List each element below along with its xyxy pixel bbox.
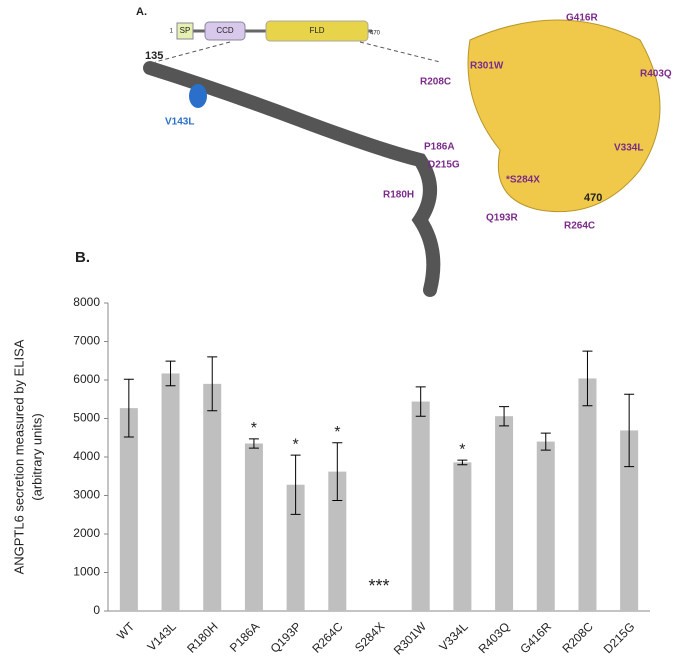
bar: [536, 441, 555, 611]
fld-domain: [265, 20, 369, 42]
bar: [578, 378, 597, 611]
mutation-label: G416R: [566, 13, 598, 24]
bar: [495, 416, 514, 611]
x-tick-label: R264C: [309, 619, 346, 656]
bar: [119, 408, 138, 611]
y-tick-label: 4000: [73, 449, 100, 463]
y-axis-label: ANGPTL6 secretion measured by ELISA: [11, 339, 26, 574]
bar: [411, 401, 430, 611]
mutation-label: Q193R: [486, 213, 518, 224]
error-bar: [332, 442, 343, 502]
mutation-label: R208C: [420, 77, 451, 88]
domain-label: FLD: [309, 26, 324, 35]
y-tick-label: 8000: [73, 295, 100, 309]
helix-start: 135: [145, 50, 163, 62]
panel-a: A. SP CCD FLD 1 470 135 V143L 470: [136, 6, 661, 297]
mutation-label: V143L: [165, 117, 194, 128]
error-bar: [582, 350, 593, 407]
y-tick-label: 6000: [73, 372, 100, 386]
ccd-domain: [204, 21, 246, 41]
x-tick-label: S284X: [352, 619, 387, 654]
domain-label: CCD: [216, 26, 234, 35]
error-bar: [207, 356, 218, 412]
panel-label: A.: [136, 6, 147, 18]
significance: *: [251, 420, 257, 437]
x-tick-label: R403Q: [476, 619, 513, 656]
mutation-label: R301W: [470, 61, 504, 72]
x-tick-label: V334L: [436, 619, 471, 654]
bar: [286, 484, 305, 611]
bar: [453, 462, 472, 611]
mutation-label: R180H: [383, 190, 414, 201]
domain-end: 470: [370, 31, 381, 37]
significance: *: [334, 424, 340, 441]
x-tick-label: Q193P: [268, 619, 304, 655]
y-tick-label: 7000: [73, 334, 100, 348]
domain-label: SP: [180, 26, 191, 35]
structure-end: 470: [584, 192, 602, 204]
error-bar: [290, 454, 301, 515]
dashed-arrow: [154, 41, 231, 63]
error-bar: [624, 393, 635, 468]
x-tick-label: R208C: [560, 619, 597, 656]
x-tick-label: G416R: [517, 619, 554, 656]
significance: *: [459, 441, 465, 458]
mutation-site: [189, 84, 207, 108]
error-bar: [248, 438, 259, 449]
error-bar: [540, 432, 551, 451]
mutation-label: *S284X: [506, 175, 540, 186]
y-tick-label: 3000: [73, 488, 100, 502]
x-tick-label: R180H: [184, 619, 220, 655]
helix: [143, 61, 441, 297]
error-bar: [415, 386, 426, 417]
error-bar: [457, 459, 468, 466]
error-bar: [165, 360, 176, 387]
significance: ***: [368, 576, 389, 596]
bar: [161, 373, 180, 611]
mutation-label: D215G: [428, 160, 460, 171]
error-bar: [499, 406, 510, 427]
bar: [328, 471, 347, 611]
panel-label: B.: [75, 249, 90, 266]
mutation-label: R264C: [564, 221, 595, 232]
error-bar: [123, 378, 134, 438]
mutation-label: V334L: [614, 143, 643, 154]
mutation-label: P186A: [424, 142, 455, 153]
y-tick-label: 1000: [73, 565, 100, 579]
dashed-arrow: [359, 41, 441, 63]
sp-domain: [176, 22, 194, 40]
y-tick-label: 2000: [73, 526, 100, 540]
x-tick-label: D215G: [601, 619, 638, 656]
y-tick-label: 0: [93, 603, 100, 617]
mutation-label: R403Q: [640, 69, 672, 80]
domain-start: 1: [170, 29, 174, 35]
bar: [244, 443, 263, 611]
y-axis-label: (arbitrary units): [29, 413, 44, 500]
significance: *: [292, 436, 298, 453]
x-tick-label: WT: [114, 619, 138, 643]
x-tick-label: R301W: [391, 619, 430, 658]
bar: [620, 430, 639, 611]
x-tick-label: V143L: [144, 619, 179, 654]
bar: [203, 383, 222, 611]
x-tick-label: P186A: [227, 619, 262, 654]
y-tick-label: 5000: [73, 411, 100, 425]
fld-structure: [467, 19, 661, 213]
